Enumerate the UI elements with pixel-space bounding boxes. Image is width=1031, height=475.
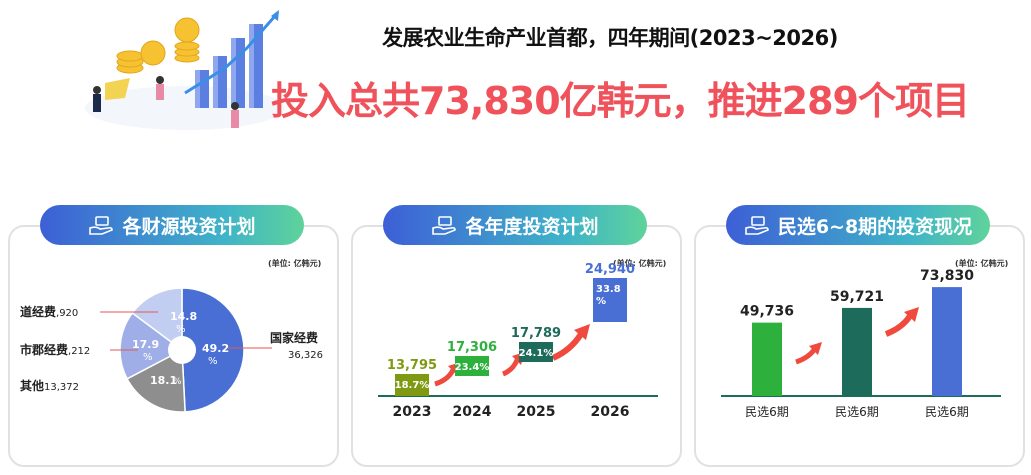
pie-pct-shijun: 17.9 — [132, 338, 159, 351]
annual-percent-label: 18.7% — [395, 380, 430, 391]
term-title: 民选6~8期的投资现况 — [777, 215, 973, 238]
annual-unit-label: (单位: 亿韩元) — [613, 259, 667, 268]
pie-pct-guojia: 49.2 — [202, 342, 229, 355]
pie-label-dao: 道经费,920 — [20, 304, 78, 319]
annual-bar — [593, 278, 627, 322]
growth-arrow-head-icon — [809, 342, 822, 355]
annual-category-label: 2026 — [591, 404, 630, 420]
growth-arrow-icon — [434, 368, 456, 387]
term-category-label: 民选6期 — [745, 405, 789, 419]
page-subtitle: 发展农业生命产业首都，四年期间(2023~2026) — [382, 26, 838, 50]
annual-value-label: 13,795 — [387, 358, 437, 373]
growth-arrow-head-icon — [904, 307, 919, 322]
annual-title-pill: 各年度投资计划 — [383, 205, 647, 245]
pie-label-qita: 其他13,372 — [20, 378, 79, 393]
term-value-label: 73,830 — [920, 268, 974, 284]
pie-pct-shijun-sign: % — [143, 352, 153, 363]
pie-label-shijun: 市郡经费,212 — [20, 342, 90, 357]
term-bar — [932, 287, 962, 396]
annual-bar — [395, 374, 429, 396]
term-unit-label: (单位: 亿韩元) — [955, 259, 1009, 268]
annual-category-label: 2025 — [517, 404, 556, 420]
annual-percent-label: % — [596, 296, 606, 307]
pie-pct-qita: 18.1 — [150, 374, 177, 387]
pie-unit-label: (单位: 亿韩元) — [268, 259, 322, 268]
annual-bar — [455, 356, 489, 376]
term-category-label: 民选6期 — [925, 405, 969, 419]
growth-arrow-icon — [501, 358, 520, 377]
annual-percent-label: 33.8 — [596, 284, 621, 295]
money-hand-icon — [89, 216, 114, 235]
pie-pct-dao-sign: % — [176, 324, 186, 335]
pie-label-guojia: 国家经费 — [270, 330, 318, 345]
pie-slice — [126, 348, 186, 413]
term-bar — [752, 322, 782, 396]
page-headline: 投入总共73,830亿韩元，推进289个项目 — [271, 79, 970, 123]
annual-title: 各年度投资计划 — [465, 215, 599, 238]
pie-pct-qita-sign: % — [173, 377, 182, 387]
pie-value-guojia: 36,326 — [288, 350, 323, 361]
growth-arrow-icon — [795, 348, 816, 365]
annual-category-label: 2024 — [453, 404, 492, 420]
term-bar — [842, 307, 872, 396]
pie-pct-guojia-sign: % — [208, 356, 218, 367]
annual-value-label: 24,940 — [585, 262, 635, 277]
annual-value-label: 17,306 — [447, 340, 497, 355]
annual-percent-label: 24.1% — [519, 348, 554, 359]
finance-illustration-icon — [85, 10, 285, 130]
term-title-pill: 民选6~8期的投资现况 — [726, 205, 990, 245]
pie-title: 各财源投资计划 — [122, 215, 256, 238]
annual-category-label: 2023 — [393, 404, 432, 420]
pie-title-pill: 各财源投资计划 — [40, 205, 304, 245]
annual-percent-label: 23.4% — [455, 362, 490, 373]
annual-bar-chart: 13,795 18.7% 2023 17,306 23.4% 2024 17,789 24.1… — [378, 262, 658, 420]
term-value-label: 59,721 — [830, 289, 884, 305]
growth-arrow-icon — [551, 332, 584, 361]
annual-value-label: 17,789 — [511, 326, 561, 341]
term-category-label: 民选6期 — [835, 405, 879, 419]
money-hand-icon — [432, 216, 457, 235]
pie-slice — [119, 311, 184, 380]
pie-hole — [168, 336, 196, 364]
pie-pct-dao: 14.8 — [170, 310, 197, 323]
term-value-label: 49,736 — [740, 304, 794, 320]
money-hand-icon — [745, 216, 769, 235]
term-bar-chart: 49,736 民选6期 59,721 民选6期 73,830 民选6期 — [721, 268, 1001, 419]
growth-arrow-icon — [884, 314, 913, 337]
annual-bar — [519, 342, 553, 362]
growth-arrow-head-icon — [574, 324, 590, 340]
pie-chart: 14.8 % 17.9 % 49.2 % 18.1 % 道经费,920 市郡经费… — [20, 287, 323, 413]
